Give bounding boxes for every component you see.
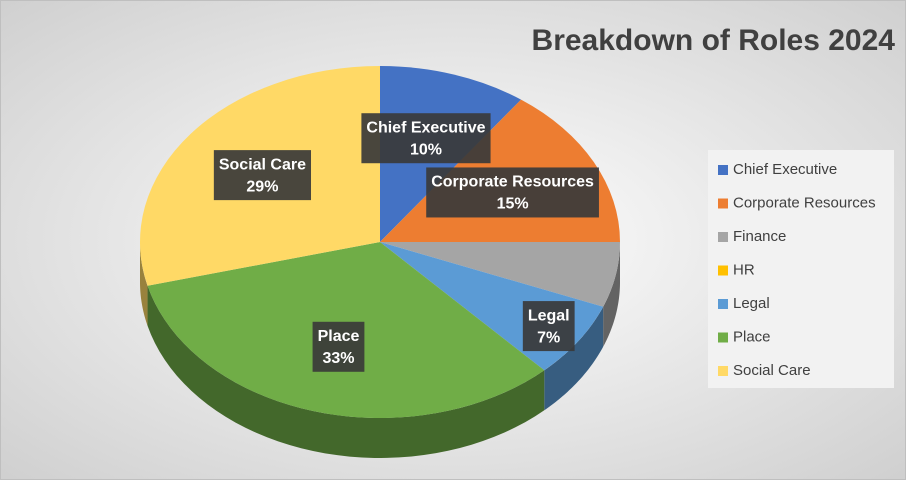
- legend-label: HR: [733, 261, 755, 278]
- data-label-category: Place: [318, 328, 360, 345]
- data-label-box: [522, 301, 575, 352]
- legend-box: [708, 150, 894, 388]
- legend-swatch: [718, 299, 728, 309]
- data-label-box: [361, 113, 491, 164]
- legend-label: Chief Executive: [733, 161, 837, 178]
- legend-swatch: [718, 232, 728, 242]
- chart-title: Breakdown of Roles 2024: [532, 24, 896, 57]
- data-label: 10%: [410, 141, 442, 158]
- data-label-box: [426, 167, 599, 218]
- legend-label: Finance: [733, 228, 786, 245]
- legend-label: Place: [733, 328, 771, 345]
- slice: [380, 242, 620, 307]
- data-label: 29%: [246, 178, 278, 195]
- legend-label: Corporate Resources: [733, 194, 876, 211]
- legend-swatch: [718, 366, 728, 376]
- data-label-category: Social Care: [219, 156, 306, 173]
- legend-swatch: [718, 165, 728, 175]
- data-label-box: [213, 150, 312, 201]
- legend-swatch: [718, 265, 728, 276]
- data-label-box: [312, 321, 365, 372]
- data-label-category: Legal: [528, 307, 570, 324]
- data-label: 7%: [537, 329, 560, 346]
- slice-side: [544, 306, 604, 411]
- data-label-category: Chief Executive: [366, 119, 485, 136]
- data-label: 33%: [322, 350, 354, 367]
- legend-swatch: [718, 198, 728, 209]
- slice-side: [147, 285, 545, 458]
- slice-side: [603, 242, 620, 347]
- data-label-category: Corporate Resources: [431, 174, 594, 191]
- legend-label: Social Care: [733, 362, 811, 379]
- legend-label: Legal: [733, 295, 770, 312]
- data-label: 15%: [497, 196, 529, 213]
- legend-swatch: [718, 332, 728, 343]
- slice-side: [140, 242, 148, 326]
